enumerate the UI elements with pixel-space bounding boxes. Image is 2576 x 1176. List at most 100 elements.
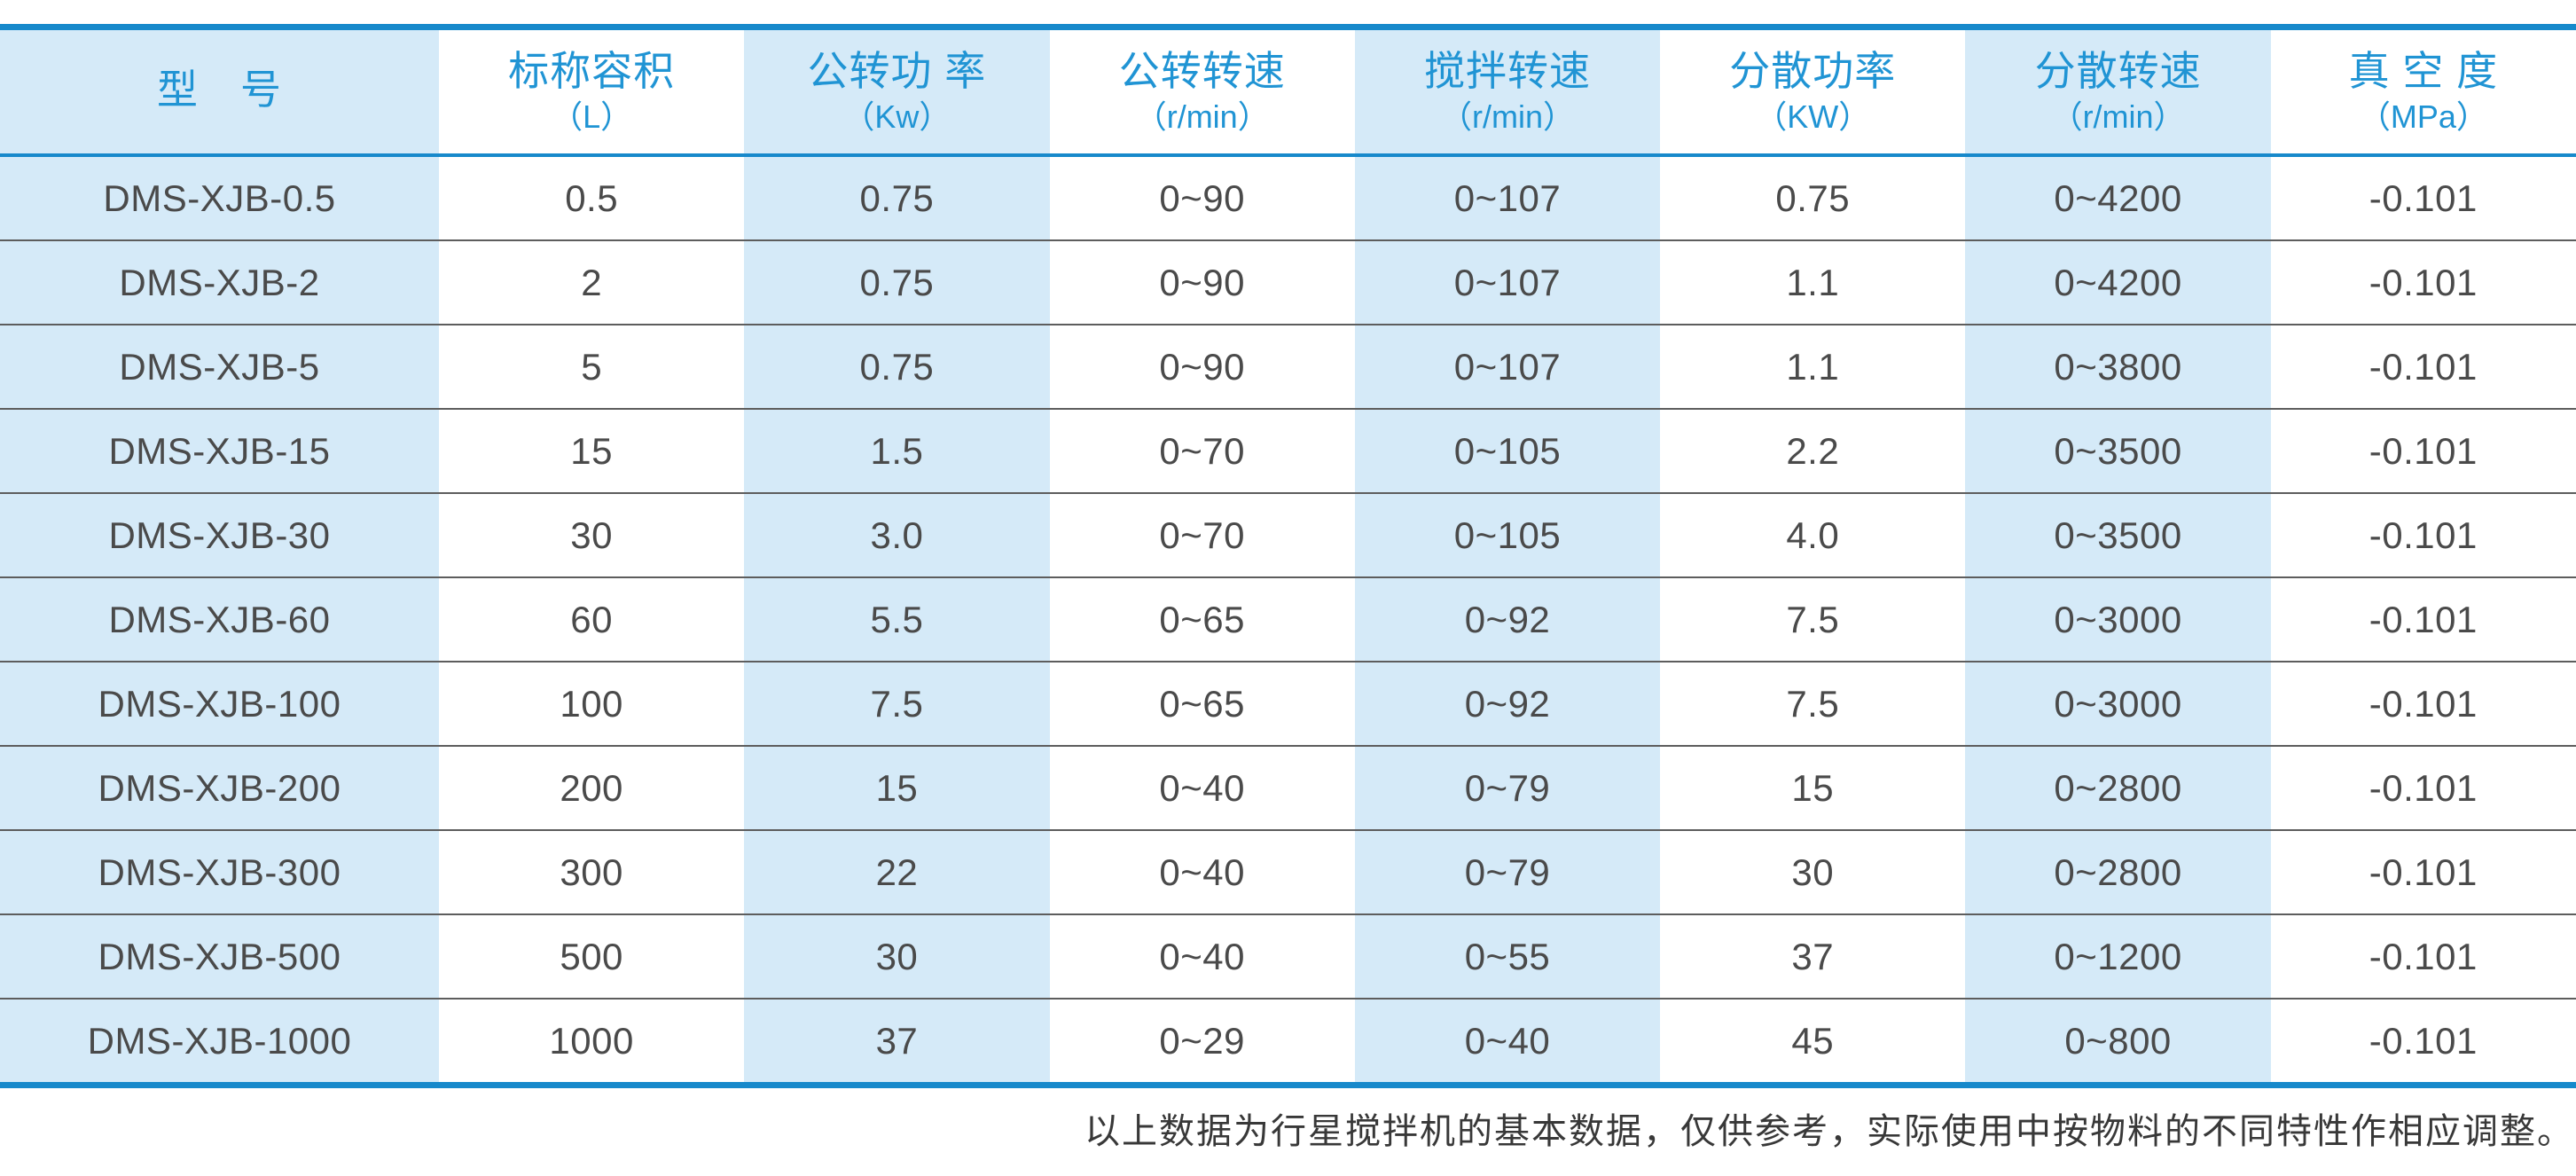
header-unit: （r/min）	[1134, 98, 1270, 136]
cell-revolution-power: 30	[744, 915, 1050, 998]
cell-vacuum: -0.101	[2270, 831, 2576, 913]
header-stir-speed: 搅拌转速 （r/min）	[1354, 30, 1661, 153]
cell-dispersion-power: 7.5	[1660, 662, 1966, 745]
footer-note: 以上数据为行星搅拌机的基本数据，仅供参考，实际使用中按物料的不同特性作相应调整。	[1084, 1111, 2574, 1151]
cell-model: DMS-XJB-0.5	[0, 157, 439, 239]
cell-stir-speed: 0~105	[1354, 494, 1661, 576]
cell-vacuum: -0.101	[2270, 1000, 2576, 1082]
header-unit: （L）	[551, 98, 633, 136]
cell-capacity: 5	[439, 325, 745, 408]
table-row: DMS-XJB-200 200 15 0~40 0~79 15 0~2800 -…	[0, 745, 2576, 829]
cell-dispersion-power: 45	[1660, 1000, 1966, 1082]
cell-vacuum: -0.101	[2270, 410, 2576, 492]
cell-stir-speed: 0~79	[1354, 747, 1661, 829]
cell-stir-speed: 0~55	[1354, 915, 1661, 998]
cell-model: DMS-XJB-15	[0, 410, 439, 492]
cell-vacuum: -0.101	[2270, 157, 2576, 239]
header-unit: （r/min）	[2050, 98, 2186, 136]
header-title: 公转转速	[1118, 48, 1286, 95]
cell-revolution-speed: 0~90	[1049, 157, 1355, 239]
cell-dispersion-power: 1.1	[1660, 325, 1966, 408]
header-vacuum: 真 空 度 （MPa）	[2270, 30, 2576, 153]
cell-dispersion-power: 30	[1660, 831, 1966, 913]
cell-revolution-power: 7.5	[744, 662, 1050, 745]
cell-dispersion-speed: 0~3500	[1965, 410, 2271, 492]
table-header-row: 型 号 标称容积 （L） 公转功 率 （Kw） 公转转速 （r/min） 搅拌转…	[0, 30, 2576, 157]
table-row: DMS-XJB-1000 1000 37 0~29 0~40 45 0~800 …	[0, 998, 2576, 1082]
header-title: 搅拌转速	[1423, 48, 1591, 95]
header-unit: （KW）	[1755, 98, 1871, 136]
cell-stir-speed: 0~107	[1354, 157, 1661, 239]
cell-capacity: 500	[439, 915, 745, 998]
cell-revolution-speed: 0~65	[1049, 662, 1355, 745]
cell-dispersion-power: 7.5	[1660, 578, 1966, 661]
cell-dispersion-power: 1.1	[1660, 241, 1966, 324]
cell-dispersion-power: 15	[1660, 747, 1966, 829]
cell-capacity: 30	[439, 494, 745, 576]
cell-revolution-power: 22	[744, 831, 1050, 913]
cell-dispersion-speed: 0~2800	[1965, 747, 2271, 829]
table-row: DMS-XJB-0.5 0.5 0.75 0~90 0~107 0.75 0~4…	[0, 157, 2576, 239]
cell-vacuum: -0.101	[2270, 325, 2576, 408]
cell-model: DMS-XJB-5	[0, 325, 439, 408]
cell-revolution-speed: 0~65	[1049, 578, 1355, 661]
table-row: DMS-XJB-5 5 0.75 0~90 0~107 1.1 0~3800 -…	[0, 324, 2576, 408]
cell-stir-speed: 0~107	[1354, 325, 1661, 408]
cell-revolution-power: 5.5	[744, 578, 1050, 661]
cell-dispersion-speed: 0~3000	[1965, 578, 2271, 661]
cell-revolution-speed: 0~90	[1049, 241, 1355, 324]
header-capacity: 标称容积 （L）	[439, 30, 745, 153]
cell-revolution-power: 0.75	[744, 241, 1050, 324]
cell-revolution-power: 3.0	[744, 494, 1050, 576]
cell-revolution-power: 1.5	[744, 410, 1050, 492]
header-dispersion-speed: 分散转速 （r/min）	[1965, 30, 2271, 153]
cell-stir-speed: 0~92	[1354, 662, 1661, 745]
cell-model: DMS-XJB-200	[0, 747, 439, 829]
header-title: 分散转速	[2034, 48, 2202, 95]
cell-vacuum: -0.101	[2270, 241, 2576, 324]
cell-revolution-power: 37	[744, 1000, 1050, 1082]
cell-revolution-power: 0.75	[744, 325, 1050, 408]
header-title: 型 号	[157, 67, 282, 114]
cell-model: DMS-XJB-300	[0, 831, 439, 913]
cell-vacuum: -0.101	[2270, 578, 2576, 661]
cell-dispersion-speed: 0~3000	[1965, 662, 2271, 745]
cell-dispersion-speed: 0~3800	[1965, 325, 2271, 408]
cell-dispersion-power: 0.75	[1660, 157, 1966, 239]
header-revolution-power: 公转功 率 （Kw）	[744, 30, 1050, 153]
cell-model: DMS-XJB-100	[0, 662, 439, 745]
cell-capacity: 200	[439, 747, 745, 829]
cell-revolution-speed: 0~90	[1049, 325, 1355, 408]
cell-capacity: 15	[439, 410, 745, 492]
cell-capacity: 1000	[439, 1000, 745, 1082]
cell-stir-speed: 0~107	[1354, 241, 1661, 324]
table-row: DMS-XJB-30 30 3.0 0~70 0~105 4.0 0~3500 …	[0, 492, 2576, 576]
header-model: 型 号	[0, 30, 439, 153]
cell-revolution-power: 15	[744, 747, 1050, 829]
header-title: 标称容积	[508, 48, 676, 95]
cell-vacuum: -0.101	[2270, 662, 2576, 745]
cell-dispersion-speed: 0~4200	[1965, 241, 2271, 324]
table-row: DMS-XJB-15 15 1.5 0~70 0~105 2.2 0~3500 …	[0, 408, 2576, 492]
header-title: 分散功率	[1729, 48, 1897, 95]
cell-capacity: 300	[439, 831, 745, 913]
cell-vacuum: -0.101	[2270, 747, 2576, 829]
cell-vacuum: -0.101	[2270, 915, 2576, 998]
cell-revolution-speed: 0~70	[1049, 410, 1355, 492]
cell-vacuum: -0.101	[2270, 494, 2576, 576]
cell-dispersion-speed: 0~3500	[1965, 494, 2271, 576]
cell-revolution-power: 0.75	[744, 157, 1050, 239]
table-row: DMS-XJB-2 2 0.75 0~90 0~107 1.1 0~4200 -…	[0, 239, 2576, 324]
cell-model: DMS-XJB-2	[0, 241, 439, 324]
table-row: DMS-XJB-100 100 7.5 0~65 0~92 7.5 0~3000…	[0, 661, 2576, 745]
cell-dispersion-power: 37	[1660, 915, 1966, 998]
cell-model: DMS-XJB-1000	[0, 1000, 439, 1082]
header-title: 真 空 度	[2348, 48, 2499, 95]
cell-dispersion-speed: 0~800	[1965, 1000, 2271, 1082]
cell-stir-speed: 0~105	[1354, 410, 1661, 492]
cell-dispersion-speed: 0~4200	[1965, 157, 2271, 239]
cell-model: DMS-XJB-30	[0, 494, 439, 576]
header-unit: （Kw）	[842, 98, 951, 136]
header-title: 公转功 率	[807, 48, 987, 95]
table-row: DMS-XJB-300 300 22 0~40 0~79 30 0~2800 -…	[0, 829, 2576, 913]
